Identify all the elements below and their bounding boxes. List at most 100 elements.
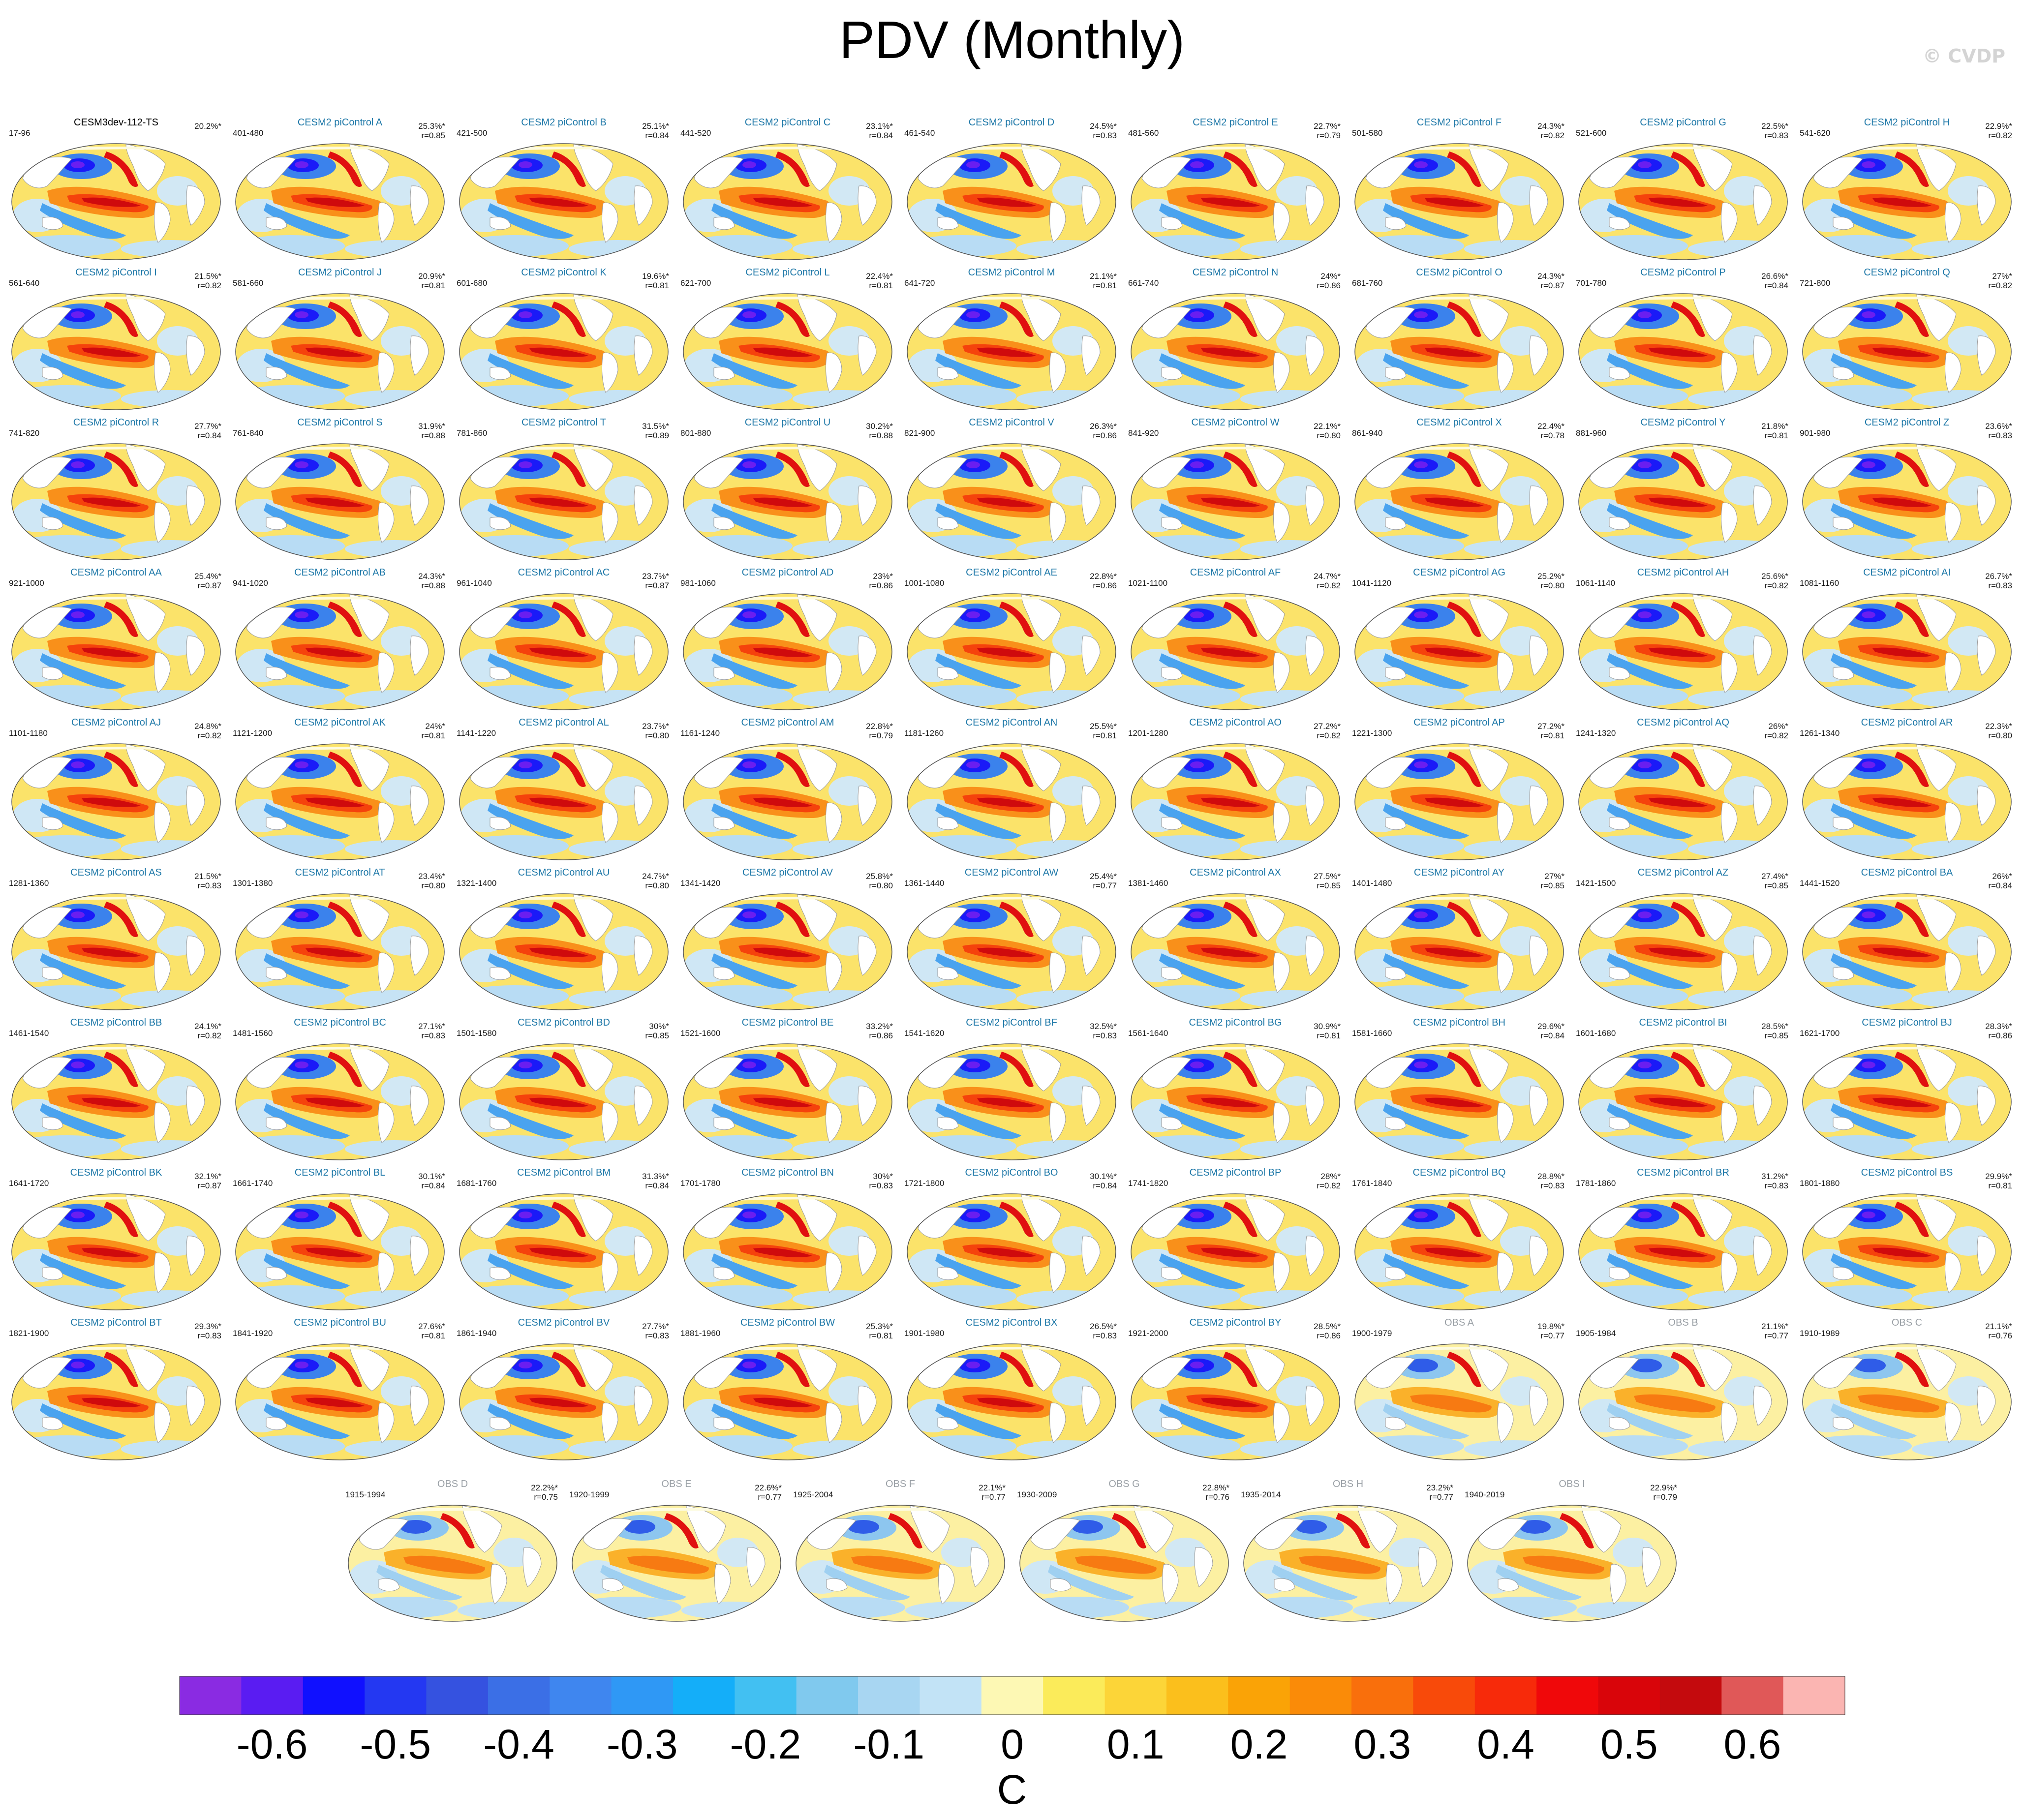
sst-regression-map <box>907 1043 1116 1160</box>
map-panel: CESM2 piControl BI 1601-1680 28.5%* r=0.85 <box>1575 1017 1791 1165</box>
panel-period: 961-1040 <box>457 578 492 588</box>
panel-pattern-correlation: r=0.79 <box>869 731 893 740</box>
panel-pattern-correlation: r=0.80 <box>1317 431 1341 440</box>
panel-pattern-correlation: r=0.80 <box>1540 581 1564 590</box>
panel-variance-explained: 22.8%* <box>1090 572 1117 581</box>
sst-regression-map <box>11 443 221 560</box>
sst-regression-map <box>1354 293 1564 410</box>
sst-field <box>1803 594 2011 710</box>
panel-title: CESM2 piControl BA <box>1861 867 1953 878</box>
panel-title: CESM2 piControl BM <box>517 1167 611 1178</box>
panel-title: CESM2 piControl V <box>969 417 1054 428</box>
map-panel: CESM2 piControl BL 1661-1740 30.1%* r=0.84 <box>232 1167 448 1315</box>
map-panel: CESM2 piControl BB 1461-1540 24.1%* r=0.82 <box>8 1017 224 1165</box>
panel-pattern-correlation: r=0.85 <box>1317 881 1341 890</box>
map-panel: CESM2 piControl AJ 1101-1180 24.8%* r=0.82 <box>8 717 224 865</box>
sst-regression-map <box>683 593 892 710</box>
sst-field <box>683 294 892 410</box>
map-panel: OBS C 1910-1989 21.1%* r=0.76 <box>1799 1317 2015 1465</box>
panel-pattern-correlation: r=0.80 <box>645 881 669 890</box>
sst-field <box>236 144 444 260</box>
panel-variance-explained: 19.8%* <box>1537 1322 1564 1331</box>
map-panel: CESM2 piControl AL 1141-1220 23.7%* r=0.80 <box>456 717 672 865</box>
sst-regression-map <box>572 1505 781 1622</box>
sst-field <box>1803 1044 2011 1160</box>
panel-variance-explained: 22.1%* <box>979 1483 1006 1492</box>
panel-variance-explained: 22.5%* <box>1761 121 1788 131</box>
sst-regression-map <box>235 293 445 410</box>
panel-pattern-correlation: r=0.82 <box>197 281 221 290</box>
panel-variance-explained: 25.1%* <box>642 121 669 131</box>
panel-variance-explained: 30.1%* <box>1090 1172 1117 1181</box>
panel-title: CESM2 piControl BU <box>294 1317 386 1328</box>
panel-title: CESM2 piControl I <box>75 267 157 278</box>
sst-field <box>1579 594 1787 710</box>
sst-field <box>236 744 444 860</box>
sst-regression-map <box>1802 743 2012 860</box>
panel-variance-explained: 26.3%* <box>1090 422 1117 431</box>
sst-field <box>683 1044 892 1160</box>
panel-title: CESM2 piControl AC <box>518 567 610 578</box>
panel-pattern-correlation: r=0.86 <box>1093 581 1117 590</box>
panel-pattern-correlation: r=0.81 <box>1093 281 1117 290</box>
panel-period: 1061-1140 <box>1576 578 1616 588</box>
sst-regression-map <box>1578 593 1788 710</box>
map-panel: CESM2 piControl BA 1441-1520 26%* r=0.84 <box>1799 867 2015 1015</box>
sst-field <box>460 294 668 410</box>
panel-pattern-correlation: r=0.83 <box>1988 431 2012 440</box>
panel-pattern-correlation: r=0.80 <box>421 881 445 890</box>
map-panel: CESM2 piControl BT 1821-1900 29.3%* r=0.83 <box>8 1317 224 1465</box>
panel-variance-explained: 21.1%* <box>1761 1322 1788 1331</box>
panel-period: 1930-2009 <box>1017 1490 1057 1499</box>
panel-pattern-correlation: r=0.82 <box>1317 731 1341 740</box>
sst-regression-map <box>1131 293 1340 410</box>
panel-pattern-correlation: r=0.77 <box>758 1492 782 1502</box>
sst-regression-map <box>1131 1043 1340 1160</box>
sst-field <box>12 894 220 1010</box>
panel-title: CESM2 piControl H <box>1864 117 1950 128</box>
panel-title: CESM2 piControl AD <box>741 567 834 578</box>
colorbar-swatch <box>1166 1676 1228 1715</box>
sst-field <box>1579 144 1787 260</box>
panel-period: 1935-2014 <box>1241 1490 1281 1499</box>
panel-title: CESM2 piControl BR <box>1637 1167 1729 1178</box>
panel-title: OBS H <box>1332 1479 1364 1489</box>
panel-period: 1041-1120 <box>1352 578 1392 588</box>
panel-variance-explained: 23%* <box>873 572 893 581</box>
sst-field <box>1579 294 1787 410</box>
panel-period: 1641-1720 <box>9 1179 49 1188</box>
panel-period: 1301-1380 <box>233 879 273 888</box>
colorbar-tick-label: -0.2 <box>730 1721 801 1767</box>
panel-period: 1761-1840 <box>1352 1179 1392 1188</box>
panel-title: CESM2 piControl AY <box>1413 867 1505 878</box>
sst-field <box>236 294 444 410</box>
sst-regression-map <box>1578 1343 1788 1460</box>
map-panel: CESM2 piControl AI 1081-1160 26.7%* r=0.83 <box>1799 567 2015 715</box>
panel-variance-explained: 29.9%* <box>1985 1172 2012 1181</box>
sst-regression-map <box>1354 1043 1564 1160</box>
sst-regression-map <box>907 893 1116 1010</box>
panel-pattern-correlation: r=0.81 <box>421 731 445 740</box>
panel-period: 521-600 <box>1576 128 1607 138</box>
colorbar-tick-label: 0 <box>1001 1721 1024 1767</box>
panel-pattern-correlation: r=0.85 <box>645 1031 669 1040</box>
sst-regression-map <box>459 743 669 860</box>
panel-pattern-correlation: r=0.85 <box>1764 881 1788 890</box>
panel-pattern-correlation: r=0.84 <box>1540 1031 1564 1040</box>
sst-field <box>1355 1344 1564 1460</box>
panel-period: 1161-1240 <box>680 728 720 738</box>
panel-variance-explained: 26.7%* <box>1985 572 2012 581</box>
panel-pattern-correlation: r=0.86 <box>1093 431 1117 440</box>
colorbar-swatch <box>241 1676 304 1715</box>
panel-title: CESM2 piControl M <box>968 267 1055 278</box>
panel-title: CESM2 piControl BT <box>70 1317 162 1328</box>
sst-regression-map <box>1131 743 1340 860</box>
panel-variance-explained: 26%* <box>1992 872 2012 881</box>
panel-period: 541-620 <box>1800 128 1831 138</box>
panel-variance-explained: 22.3%* <box>1985 722 2012 731</box>
map-panel: CESM2 piControl BK 1641-1720 32.1%* r=0.87 <box>8 1167 224 1315</box>
panel-variance-explained: 27.7%* <box>194 422 221 431</box>
map-panel: CESM2 piControl BH 1581-1660 29.6%* r=0.84 <box>1351 1017 1567 1165</box>
panel-pattern-correlation: r=0.82 <box>1540 131 1564 140</box>
sst-field <box>12 1194 220 1310</box>
